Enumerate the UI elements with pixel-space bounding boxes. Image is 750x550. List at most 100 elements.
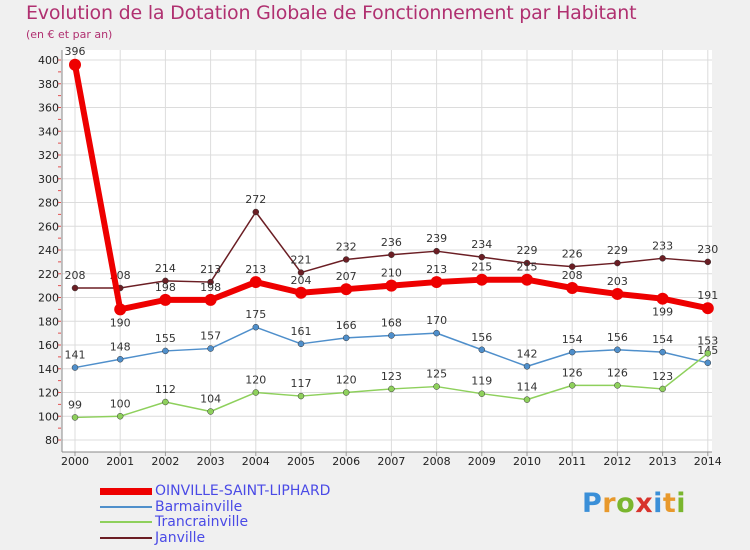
y-tick-label: 360: [38, 102, 59, 115]
data-point: [656, 292, 669, 305]
data-label: 126: [562, 366, 583, 379]
data-point: [342, 389, 350, 396]
x-tick-label: 2003: [197, 455, 225, 468]
x-tick-label: 2009: [468, 455, 496, 468]
data-label: 208: [562, 269, 583, 282]
data-label: 190: [110, 316, 131, 329]
data-label: 120: [245, 374, 266, 387]
data-point: [340, 283, 353, 296]
data-label: 272: [245, 193, 266, 206]
data-label: 207: [336, 270, 357, 283]
data-label: 168: [381, 317, 402, 330]
data-label: 104: [200, 393, 221, 406]
data-point: [430, 276, 443, 289]
data-point: [71, 364, 79, 371]
x-tick-label: 2005: [287, 455, 315, 468]
data-point: [475, 273, 488, 286]
data-label: 199: [652, 306, 673, 319]
x-tick-label: 2006: [332, 455, 360, 468]
data-point: [478, 346, 486, 353]
data-label: 203: [607, 275, 628, 288]
data-point: [342, 334, 350, 342]
data-point: [521, 273, 533, 286]
x-tick-label: 2013: [649, 455, 677, 468]
data-point: [207, 345, 214, 352]
x-tick-label: 2004: [242, 455, 270, 468]
data-point: [659, 255, 666, 262]
data-point: [114, 303, 127, 316]
data-label: 236: [381, 236, 402, 249]
data-point: [388, 385, 395, 393]
data-label: 234: [471, 238, 492, 251]
data-label: 175: [245, 308, 266, 321]
data-label: 125: [426, 368, 447, 381]
legend-label: OINVILLE-SAINT-LIPHARD: [155, 483, 331, 499]
y-tick-label: 160: [38, 339, 59, 352]
data-label: 119: [471, 375, 492, 388]
y-tick-label: 340: [38, 125, 59, 138]
x-tick-label: 2002: [151, 455, 179, 468]
data-label: 208: [65, 269, 86, 282]
data-point: [297, 340, 305, 348]
data-point: [295, 286, 307, 299]
data-point: [385, 279, 398, 292]
y-tick-label: 260: [38, 220, 59, 233]
legend-label: Janville: [155, 529, 206, 546]
y-tick-label: 220: [38, 268, 59, 281]
x-tick-label: 2010: [513, 455, 541, 468]
legend-swatch: [100, 488, 152, 495]
data-point: [523, 259, 531, 267]
data-label: 230: [697, 243, 718, 256]
data-point: [388, 332, 395, 339]
data-label: 154: [652, 333, 673, 346]
chart-title: Evolution de la Dotation Globale de Fonc…: [26, 2, 637, 24]
data-point: [478, 390, 486, 397]
data-point: [207, 408, 214, 415]
legend-swatch: [100, 521, 152, 523]
data-point: [614, 346, 621, 353]
data-label: 226: [562, 248, 583, 261]
data-point: [342, 256, 350, 263]
data-point: [249, 276, 262, 289]
chart-subtitle: (en € et par an): [26, 28, 113, 41]
data-label: 154: [562, 333, 583, 346]
data-label: 123: [652, 370, 673, 383]
data-point: [523, 396, 531, 403]
data-point: [71, 414, 79, 421]
data-point: [523, 363, 531, 370]
y-tick-label: 240: [38, 244, 59, 257]
data-point: [704, 258, 712, 266]
data-label: 229: [607, 244, 628, 257]
y-tick-label: 140: [38, 363, 59, 376]
data-point: [659, 385, 666, 393]
data-label: 142: [517, 347, 538, 360]
data-label: 396: [65, 45, 86, 58]
data-point: [568, 348, 576, 356]
data-point: [704, 359, 712, 367]
data-point: [162, 347, 169, 355]
legend-swatch: [100, 505, 152, 508]
data-point: [614, 382, 621, 389]
data-point: [252, 323, 260, 331]
data-label: 100: [110, 397, 131, 410]
data-point: [69, 58, 81, 71]
y-tick-label: 380: [38, 78, 59, 91]
x-tick-label: 2014: [694, 455, 722, 468]
data-label: 215: [471, 261, 492, 274]
data-point: [297, 269, 305, 276]
y-tick-label: 300: [38, 173, 59, 186]
y-tick-label: 320: [38, 149, 59, 162]
data-point: [252, 389, 260, 396]
data-point: [659, 348, 666, 356]
data-label: 213: [426, 263, 447, 276]
x-tick-label: 2001: [106, 455, 134, 468]
data-label: 213: [245, 263, 266, 276]
y-tick-label: 200: [38, 292, 59, 305]
data-point: [204, 293, 217, 306]
data-label: 191: [697, 289, 718, 302]
legend-label: Barmainville: [155, 498, 243, 515]
data-label: 214: [155, 262, 176, 275]
data-label: 126: [607, 366, 628, 379]
data-label: 198: [155, 281, 176, 294]
data-label: 233: [652, 239, 673, 252]
